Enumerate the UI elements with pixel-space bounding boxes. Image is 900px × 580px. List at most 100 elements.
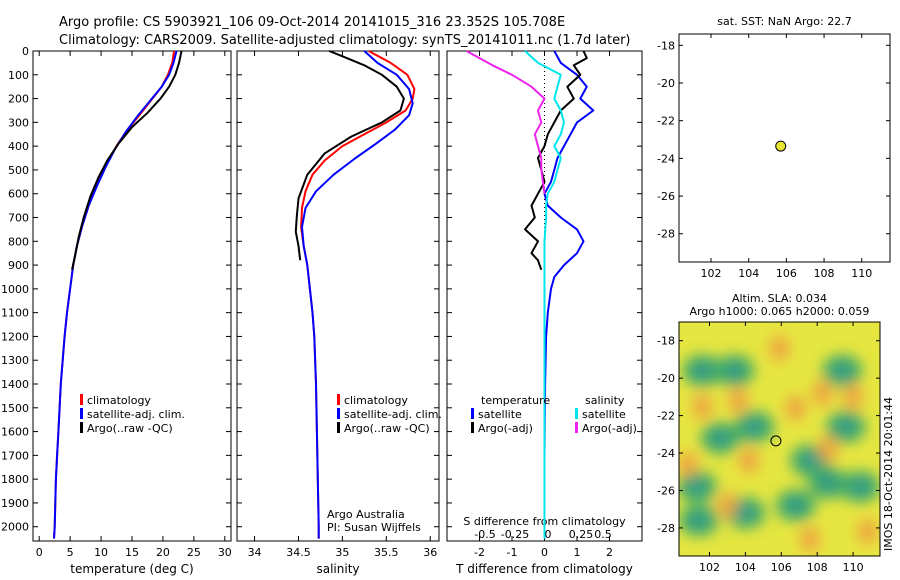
- legend-label: climatology: [344, 394, 408, 407]
- difference-xlabel: T difference from climatology: [455, 562, 633, 576]
- s-tick-label: 0.25: [569, 528, 594, 541]
- series-line-satelliteadjclim: [53, 50, 178, 539]
- legend-label: Argo(..raw -QC): [87, 422, 173, 435]
- legend-label: satellite: [582, 408, 626, 421]
- sla-high-blob: [843, 383, 864, 410]
- sla-high-blob: [785, 395, 806, 422]
- map-x-tick-label: 108: [807, 561, 828, 574]
- y-tick-label: 300: [8, 116, 29, 129]
- legend-label: Argo(-adj): [582, 422, 637, 435]
- credits-org: Argo Australia: [327, 508, 405, 521]
- header-line-2: Climatology: CARS2009. Satellite-adjuste…: [59, 33, 631, 48]
- legend-swatch: [471, 408, 474, 419]
- salinity-panel-frame: [236, 50, 440, 542]
- map-y-tick-label: -24: [657, 152, 675, 165]
- y-tick-label: 1700: [1, 449, 29, 462]
- s-tick-label: -0.5: [474, 528, 495, 541]
- x-tick-label: 2: [606, 546, 613, 559]
- x-tick-label: 5: [67, 546, 74, 559]
- x-tick-label: 0: [36, 546, 43, 559]
- y-tick-label: 700: [8, 212, 29, 225]
- sla-low-core: [726, 363, 743, 378]
- sla-high-blob: [679, 451, 698, 478]
- map-y-tick-label: -22: [657, 410, 675, 423]
- map-x-tick-label: 106: [771, 561, 792, 574]
- charts-layer: 0100200300400500600700800900100011001200…: [1, 15, 891, 576]
- sla-high-blob: [800, 526, 821, 553]
- series-line-argoadj: [524, 50, 588, 271]
- x-tick-label: 30: [218, 546, 232, 559]
- sla-heatmap-field: [679, 335, 880, 553]
- y-tick-label: 0: [22, 45, 29, 58]
- s-tick-label: 0: [545, 528, 552, 541]
- x-tick-label: 15: [125, 546, 139, 559]
- sla-low-core: [802, 453, 819, 468]
- sla-high-blob: [728, 387, 749, 414]
- legend-swatch: [337, 422, 340, 433]
- y-tick-label: 1400: [1, 378, 29, 391]
- legend-group-salinity: salinity: [585, 394, 625, 407]
- sla-low-core: [819, 475, 836, 490]
- map-x-tick-label: 104: [735, 561, 756, 574]
- map-x-tick-label: 106: [776, 267, 797, 280]
- sla-low-core: [746, 419, 763, 434]
- x-tick-label: 25: [187, 546, 201, 559]
- legend-swatch: [471, 422, 474, 433]
- sla-high-blob: [769, 335, 790, 362]
- map-y-tick-label: -24: [657, 447, 675, 460]
- series-line-satellite: [524, 50, 565, 539]
- sla-low-core: [837, 419, 854, 434]
- map-y-tick-label: -20: [657, 77, 675, 90]
- sla-low-core: [694, 363, 711, 378]
- y-tick-label: 1500: [1, 402, 29, 415]
- sla-high-blob: [812, 380, 833, 407]
- sla-high-blob: [738, 447, 759, 474]
- header-line-1: Argo profile: CS 5903921_106 09-Oct-2014…: [59, 15, 565, 30]
- legend-label: Argo(-adj): [478, 422, 533, 435]
- map-x-tick-label: 104: [738, 267, 759, 280]
- map-y-tick-label: -28: [657, 228, 675, 241]
- legend-label: satellite-adj. clim.: [344, 408, 442, 421]
- s-tick-label: -0.25: [501, 528, 529, 541]
- legend-label: satellite: [478, 408, 522, 421]
- y-tick-label: 1900: [1, 497, 29, 510]
- s-tick-label: 0.5: [594, 528, 612, 541]
- series-line-argorawqc: [71, 50, 183, 271]
- y-tick-label: 1800: [1, 473, 29, 486]
- sst-map-title: sat. SST: NaN Argo: 22.7: [717, 15, 851, 28]
- sla-low-core: [852, 479, 869, 494]
- sla-low-core: [787, 498, 804, 513]
- y-tick-label: 1100: [1, 307, 29, 320]
- sla-low-core: [834, 363, 851, 378]
- map-x-tick-label: 110: [851, 267, 872, 280]
- sla-high-blob: [717, 492, 738, 519]
- y-tick-label: 600: [8, 188, 29, 201]
- y-tick-label: 100: [8, 69, 29, 82]
- credits-pi: PI: Susan Wijffels: [327, 521, 421, 534]
- series-line-climatology: [53, 50, 176, 539]
- sst-map-frame: [678, 33, 891, 263]
- legend-swatch: [575, 422, 578, 433]
- salinity-xlabel: salinity: [316, 562, 359, 576]
- sla-low-core: [737, 505, 754, 520]
- map-x-tick-label: 102: [701, 267, 722, 280]
- sla-high-blob: [817, 436, 838, 463]
- x-tick-label: 1: [574, 546, 581, 559]
- temperature-xlabel: temperature (deg C): [70, 562, 193, 576]
- map-x-tick-label: 108: [814, 267, 835, 280]
- legend-label: satellite-adj. clim.: [87, 408, 185, 421]
- x-tick-label: 34: [248, 546, 262, 559]
- sla-low-core: [712, 431, 729, 446]
- y-tick-label: 2000: [1, 521, 29, 534]
- series-line-satellite: [543, 50, 595, 539]
- sla-heatmap: [679, 322, 880, 556]
- sla-map-title-2: Argo h1000: 0.065 h2000: 0.059: [690, 305, 870, 318]
- legend-swatch: [575, 408, 578, 419]
- map-y-tick-label: -26: [657, 190, 675, 203]
- y-tick-label: 500: [8, 164, 29, 177]
- y-tick-label: 200: [8, 93, 29, 106]
- x-tick-label: -2: [474, 546, 485, 559]
- argo-location-marker: [775, 140, 787, 152]
- map-y-tick-label: -22: [657, 115, 675, 128]
